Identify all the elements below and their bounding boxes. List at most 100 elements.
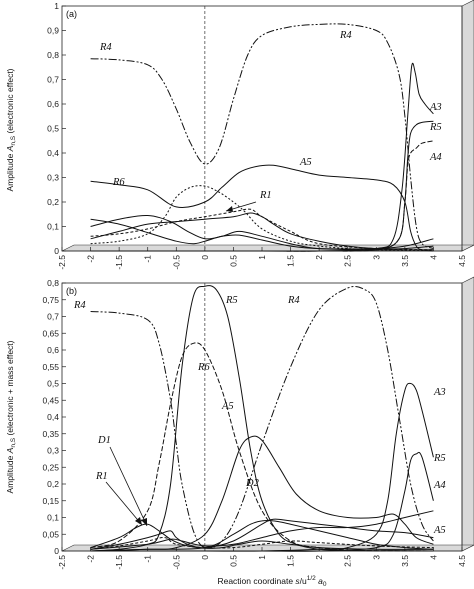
x-tick-label: -2.5 bbox=[57, 555, 67, 570]
curve-label-d1: D1 bbox=[97, 435, 111, 446]
curve-label-d2: D2 bbox=[245, 478, 260, 489]
arrowhead-r1 bbox=[226, 206, 233, 212]
y-tick-label: 0 bbox=[54, 246, 59, 256]
panel-a-ylabel-pre: Amplitude bbox=[5, 151, 15, 191]
x-tick-label: -2 bbox=[86, 255, 96, 263]
x-tick-label: 0.5 bbox=[228, 255, 238, 267]
curve-label-r4: R4 bbox=[287, 295, 300, 306]
x-tick-label: 3 bbox=[371, 255, 381, 260]
panel-a: 0 0,1 0,2 0,3 0,4 0,5 0,6 0,7 0,8 0,9 1 -2.5 -2 -1.5 -… bbox=[5, 0, 474, 270]
series-line-a4 bbox=[90, 451, 434, 552]
panel-a-label: (a) bbox=[66, 9, 77, 19]
curve-label-a4: A4 bbox=[429, 152, 442, 163]
y-tick-label: 0,05 bbox=[42, 529, 59, 539]
y-tick-label: 0,75 bbox=[42, 295, 59, 305]
panel-a-ylabel-sub: n,S bbox=[10, 135, 17, 145]
y-tick-label: 0,8 bbox=[47, 50, 59, 60]
x-tick-label: 1 bbox=[257, 255, 267, 260]
curve-label-r4: R4 bbox=[339, 30, 352, 41]
x-tick-label: -2.5 bbox=[57, 255, 67, 270]
y-tick-label: 0,35 bbox=[42, 429, 59, 439]
y-tick-label: 0,4 bbox=[47, 412, 59, 422]
panel-a-plot: 0 0,1 0,2 0,3 0,4 0,5 0,6 0,7 0,8 0,9 1 -2.5 -2 -1.5 -… bbox=[47, 1, 467, 270]
y-tick-label: 0 bbox=[54, 546, 59, 556]
y-tick-label: 0,1 bbox=[47, 513, 59, 523]
y-tick-label: 0,6 bbox=[47, 345, 59, 355]
series-line-a5 bbox=[90, 435, 434, 552]
x-tick-label: -2 bbox=[86, 555, 96, 563]
y-tick-label: 0,65 bbox=[42, 328, 59, 338]
curve-label-a3: A3 bbox=[433, 387, 446, 398]
y-tick-label: 0,25 bbox=[42, 462, 59, 472]
panel-b-ylabel-post: (electronic + mass effect) bbox=[5, 340, 15, 438]
curve-label-a5: A5 bbox=[299, 157, 312, 168]
panel-a-ylabel-post: (electronic effect) bbox=[5, 68, 15, 136]
curve-label-r6: R6 bbox=[112, 177, 125, 188]
y-tick-label: 0,3 bbox=[47, 446, 59, 456]
x-tick-label: 2 bbox=[314, 255, 324, 260]
series-line-r4 bbox=[90, 285, 434, 549]
y-tick-label: 0,5 bbox=[47, 379, 59, 389]
curve-label-a5: A5 bbox=[221, 401, 234, 412]
panel-b-frame bbox=[61, 282, 463, 552]
x-tick-label: -1 bbox=[143, 555, 153, 563]
series-line-10 bbox=[90, 537, 434, 550]
x-tick-label: 0 bbox=[200, 255, 210, 260]
y-tick-label: 0,55 bbox=[42, 362, 59, 372]
xlabel-sym2: a bbox=[316, 576, 323, 586]
x-tick-label: 0.5 bbox=[228, 555, 238, 567]
series-line-a3 bbox=[90, 382, 434, 552]
x-tick-label: 2.5 bbox=[343, 555, 353, 567]
x-tick-label: -1.5 bbox=[114, 555, 124, 570]
x-tick-label: 4 bbox=[428, 255, 438, 260]
x-tick-label: 3.5 bbox=[400, 555, 410, 567]
arrow-r1 bbox=[105, 481, 143, 526]
x-tick-label: 2.5 bbox=[343, 255, 353, 267]
series-line-r5 bbox=[90, 120, 434, 252]
curve-label-r4: R4 bbox=[73, 300, 86, 311]
x-tick-label: 4.5 bbox=[457, 555, 467, 567]
panel-b: 0 0,05 0,1 0,15 0,2 0,25 0,3 0,35 0,4 0,45 0,5 0,55… bbox=[5, 276, 474, 588]
panel-a-ylabel-sym: A bbox=[5, 145, 15, 152]
x-tick-label: 4 bbox=[428, 555, 438, 560]
arrowhead-d1 bbox=[141, 518, 147, 526]
y-tick-label: 0,8 bbox=[47, 278, 59, 288]
panel-b-3d-edge-right bbox=[461, 276, 474, 552]
panel-a-frame bbox=[61, 5, 463, 252]
y-tick-label: 0,45 bbox=[42, 395, 59, 405]
series-line-r5 bbox=[90, 285, 434, 552]
panel-b-x-axis-label: Reaction coordinate s/u1/2 a0 bbox=[217, 575, 326, 588]
curve-label-r5: R5 bbox=[429, 122, 442, 133]
curve-label-r6: R6 bbox=[197, 362, 210, 373]
y-tick-label: 0,3 bbox=[47, 173, 59, 183]
y-tick-label: 0,7 bbox=[47, 312, 59, 322]
panel-a-y-axis-label: Amplitude An,S (electronic effect) bbox=[5, 68, 17, 191]
y-tick-label: 0,7 bbox=[47, 75, 59, 85]
series-line-9 bbox=[90, 208, 434, 251]
series-line-9 bbox=[90, 510, 434, 550]
arrow-d1 bbox=[109, 446, 148, 527]
x-tick-label: 1.5 bbox=[286, 255, 296, 267]
x-tick-label: 1.5 bbox=[286, 555, 296, 567]
y-tick-label: 0,2 bbox=[47, 479, 59, 489]
panel-b-plot: 0 0,05 0,1 0,15 0,2 0,25 0,3 0,35 0,4 0,45 0,5 0,55… bbox=[42, 278, 467, 570]
curve-label-a4: A4 bbox=[433, 480, 446, 491]
y-tick-label: 0,1 bbox=[47, 222, 59, 232]
y-tick-label: 0,9 bbox=[47, 26, 59, 36]
y-tick-label: 0,5 bbox=[47, 124, 59, 134]
curve-label-a5: A5 bbox=[433, 525, 446, 536]
x-tick-label: 2 bbox=[314, 555, 324, 560]
series-line-a5 bbox=[90, 164, 434, 252]
x-tick-label: -0.5 bbox=[171, 555, 181, 570]
arrowhead-r1 bbox=[135, 517, 142, 525]
y-tick-label: 0,15 bbox=[42, 496, 59, 506]
x-tick-label: -1 bbox=[143, 255, 153, 263]
curve-label-r5: R5 bbox=[433, 453, 446, 464]
series-line-r1 bbox=[90, 518, 434, 550]
panel-b-ylabel-sub: n,S bbox=[10, 437, 17, 447]
series-line-a3 bbox=[90, 62, 434, 252]
y-tick-label: 0,2 bbox=[47, 197, 59, 207]
x-tick-label: -1.5 bbox=[114, 255, 124, 270]
curve-label-r1: R1 bbox=[259, 190, 272, 201]
series-line-8 bbox=[90, 214, 434, 251]
